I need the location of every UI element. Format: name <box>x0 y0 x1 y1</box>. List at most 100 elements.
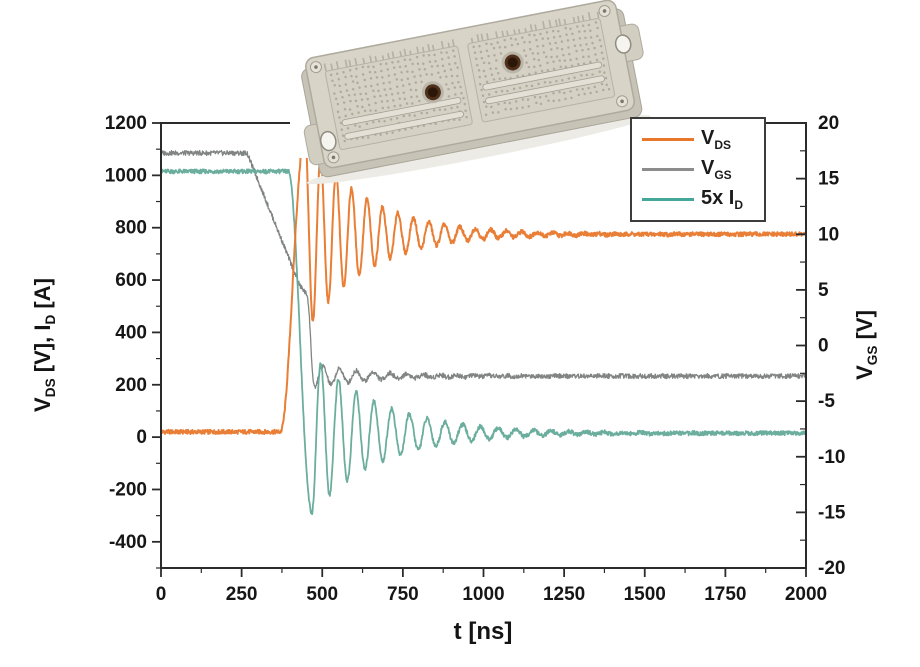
pin-dot <box>398 97 401 100</box>
pin-dot <box>459 85 462 89</box>
pin-dot <box>478 83 482 86</box>
pin-dot <box>582 62 586 65</box>
pin-dot <box>578 37 582 40</box>
pin-dot <box>508 101 512 105</box>
x-tick-label: 250 <box>226 584 258 605</box>
pin-dot <box>497 111 500 114</box>
pin-dot <box>392 66 396 69</box>
pin-tip <box>354 57 358 66</box>
pin-dot <box>462 96 465 100</box>
right-tick-label: 10 <box>818 224 839 245</box>
pin-tip <box>542 21 546 29</box>
pin-dot <box>481 94 485 97</box>
x-tick-label: 1000 <box>462 584 504 605</box>
pin-dot <box>494 90 498 94</box>
pin-dot <box>391 131 394 134</box>
pin-dot <box>383 119 386 123</box>
pin-dot <box>445 75 448 78</box>
pin-dot <box>401 84 405 87</box>
pin-dot <box>403 97 407 101</box>
pin-dot <box>406 70 409 73</box>
pin-dot <box>408 83 411 86</box>
pin-dot <box>545 55 548 59</box>
pin-dot <box>350 74 353 78</box>
pin-dot <box>408 114 411 117</box>
pin-dot <box>525 84 528 88</box>
pin-dot <box>372 89 375 93</box>
pin-dot <box>575 57 578 61</box>
pin-dot <box>365 122 369 126</box>
pin-dot <box>355 75 358 78</box>
pin-dot <box>515 107 519 110</box>
pin-dot <box>410 95 413 99</box>
pin-dot <box>527 65 531 69</box>
pin-dot <box>418 99 421 103</box>
pin-dot <box>546 69 550 72</box>
x-axis-title: t [ns] <box>453 618 513 645</box>
pin-dot <box>589 36 593 39</box>
series-line-5x-I_D <box>160 168 807 515</box>
pin-dot <box>514 100 518 103</box>
pin-dot <box>386 99 389 103</box>
pin-dot <box>354 124 357 127</box>
pin-dot <box>372 120 375 124</box>
pin-dot <box>454 93 457 96</box>
pin-dot <box>419 74 422 77</box>
pin-dot <box>520 36 524 39</box>
x-tick-label: 750 <box>387 584 419 605</box>
pin-dot <box>602 57 605 60</box>
pin-dot <box>339 90 343 94</box>
pin-dot <box>544 95 548 98</box>
legend-line-vgs <box>642 167 694 171</box>
pin-dot <box>425 73 428 76</box>
pin-dot <box>478 75 482 79</box>
pin-dot <box>361 136 365 139</box>
pin-dot <box>355 67 358 71</box>
pin-dot <box>490 105 493 109</box>
pin-dot <box>427 53 431 57</box>
pin-dot <box>331 79 334 83</box>
pin-dot <box>381 76 384 79</box>
pin-dot <box>447 95 451 98</box>
pin-dot <box>593 46 596 50</box>
pin-dot <box>504 108 507 111</box>
pin-dot <box>347 94 351 97</box>
pin-dot <box>506 89 509 93</box>
pin-dot <box>458 118 461 122</box>
pin-tip <box>558 18 562 26</box>
right-tick-label: -15 <box>818 502 846 523</box>
pin-dot <box>541 37 545 40</box>
pin-dot <box>415 95 419 98</box>
pin-dot <box>494 67 498 70</box>
pin-dot <box>562 53 565 57</box>
pin-dot <box>413 75 416 78</box>
pin-tip <box>470 37 474 43</box>
pin-dot <box>372 65 375 69</box>
pin-dot <box>498 46 502 49</box>
pin-dot <box>370 84 373 88</box>
pin-dot <box>437 71 440 74</box>
pin-dot <box>457 80 460 84</box>
pin-dot <box>416 62 420 66</box>
pin-dot <box>572 38 575 42</box>
pin-dot <box>552 67 556 71</box>
pin-dot <box>521 98 525 101</box>
pin-dot <box>604 76 608 80</box>
pin-dot <box>415 55 419 59</box>
pin-dot <box>443 108 447 111</box>
pin-dot <box>577 63 580 66</box>
pin-dot <box>430 65 434 68</box>
pin-dot <box>540 69 544 73</box>
pin-tip <box>534 24 538 31</box>
corner-bosses <box>309 4 629 164</box>
pin-dot <box>344 114 347 118</box>
pin-dot <box>560 40 564 43</box>
pin-dot <box>381 106 385 110</box>
pin-tip <box>374 55 378 62</box>
pin-dot <box>445 83 448 86</box>
pin-dot <box>529 48 532 51</box>
pin-dot <box>366 136 370 139</box>
pin-dot <box>558 99 561 102</box>
pin-dot <box>607 88 611 91</box>
